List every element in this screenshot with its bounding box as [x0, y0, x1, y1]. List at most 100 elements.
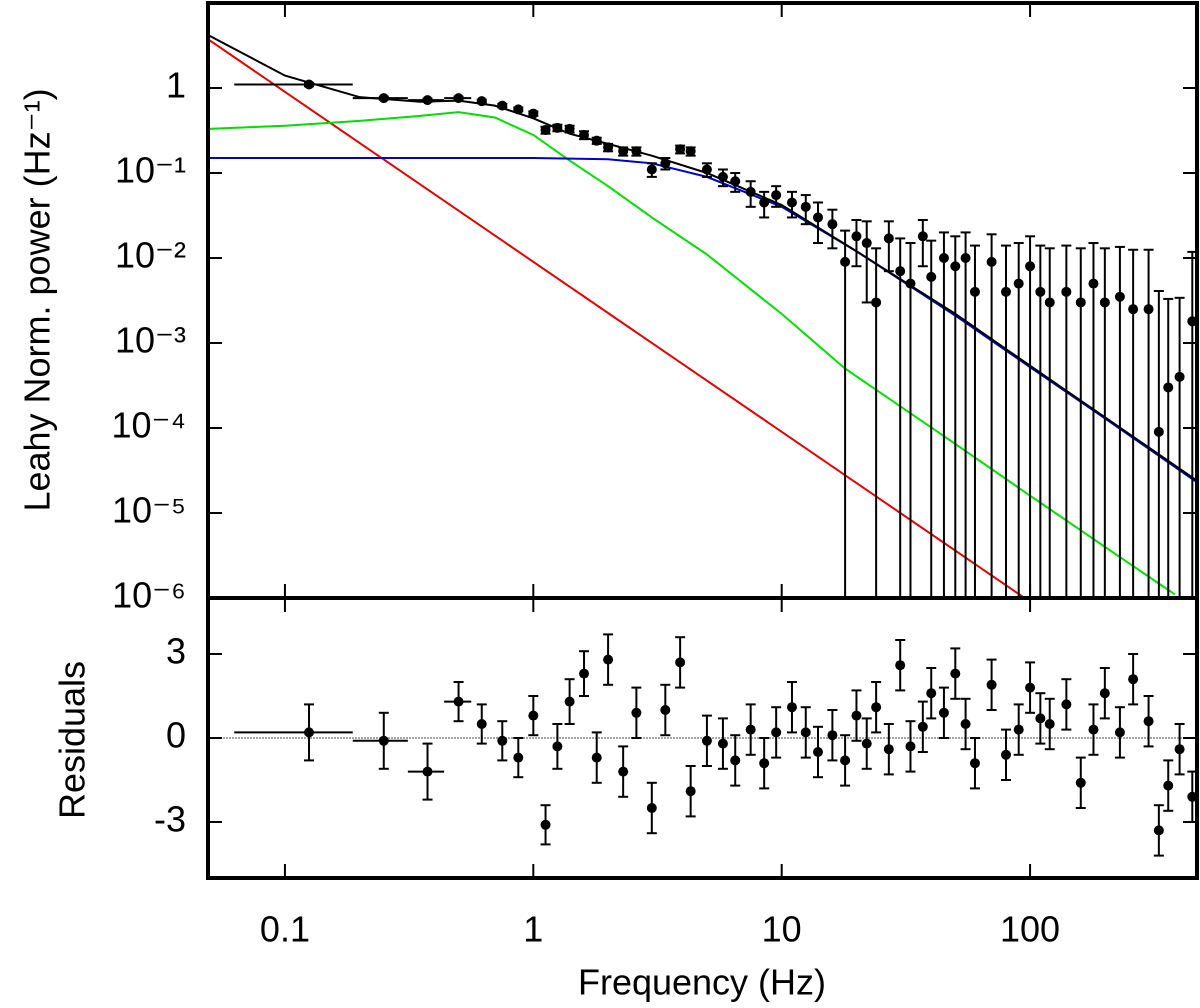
data-point [1088, 278, 1099, 289]
data-point [591, 752, 602, 763]
data-point [759, 758, 770, 769]
data-point [1163, 382, 1174, 393]
data-point [701, 164, 712, 175]
data-point [513, 104, 524, 115]
data-point [1044, 719, 1055, 729]
data-point [745, 724, 756, 735]
data-point [1013, 724, 1024, 735]
data-point [1000, 286, 1011, 297]
data-point [552, 741, 563, 752]
data-point [453, 93, 464, 104]
data-point [701, 735, 712, 746]
data-point [759, 197, 770, 208]
x-axis-label: Frequency (Hz) [578, 962, 826, 1003]
data-point [851, 231, 862, 242]
data-point [675, 144, 686, 155]
data-point [540, 125, 551, 136]
data-point [528, 710, 539, 721]
data-point [660, 158, 671, 169]
data-point [950, 261, 961, 272]
data-point [812, 747, 823, 757]
data-point [938, 253, 949, 263]
data-point [800, 201, 811, 212]
data-point [422, 766, 433, 777]
model-line [208, 38, 1026, 598]
model-line [208, 157, 1197, 484]
data-point [950, 668, 961, 679]
data-point [800, 727, 811, 738]
data-point [675, 657, 686, 668]
residual-plot-area [208, 633, 1197, 857]
data-point [1143, 304, 1154, 315]
data-point [717, 738, 728, 749]
data-point [895, 266, 906, 277]
data-point [1174, 744, 1185, 755]
data-point [1044, 297, 1055, 308]
data-point [1174, 371, 1185, 382]
data-point [1075, 777, 1086, 788]
data-point [986, 679, 997, 690]
model-line [208, 111, 1176, 596]
data-point [895, 660, 906, 671]
data-point [840, 755, 851, 766]
data-point [304, 79, 315, 90]
data-point [618, 146, 629, 157]
data-point [917, 721, 928, 732]
data-point [969, 286, 980, 297]
y-tick-label: 3 [166, 631, 186, 672]
data-point [861, 238, 872, 249]
data-point [1114, 291, 1125, 302]
data-point [378, 93, 389, 104]
data-point [717, 171, 728, 182]
data-point [497, 735, 508, 746]
y-tick-label: 10⁻⁴ [111, 405, 186, 446]
data-point [883, 233, 894, 244]
data-point [1163, 780, 1174, 791]
data-point [1187, 791, 1197, 802]
data-point [1035, 713, 1046, 724]
data-point [1061, 699, 1072, 710]
data-point [1013, 278, 1024, 289]
y-tick-label: 1 [166, 65, 186, 106]
x-tick-label: 1 [523, 909, 543, 950]
data-point [1075, 297, 1086, 308]
data-point [1153, 426, 1164, 437]
data-point [871, 702, 882, 713]
data-point [1000, 749, 1011, 760]
y-axis-label: Leahy Norm. power (Hz⁻¹) [17, 88, 58, 511]
data-point [1061, 286, 1072, 297]
data-point [812, 212, 823, 223]
data-point [476, 96, 487, 107]
data-point [631, 146, 642, 157]
data-point [304, 727, 315, 738]
data-point [1153, 825, 1164, 836]
data-point [564, 123, 575, 134]
data-point [851, 710, 862, 721]
y-tick-label: 10⁻⁶ [112, 575, 186, 616]
data-point [840, 256, 851, 267]
data-point [1025, 682, 1036, 693]
data-point [1187, 316, 1197, 327]
data-point [564, 696, 575, 707]
data-point [646, 803, 657, 813]
data-point [861, 738, 872, 749]
data-point [969, 758, 980, 769]
data-point [827, 730, 838, 741]
data-point [422, 95, 433, 106]
data-point [938, 707, 949, 718]
data-point [453, 696, 464, 707]
data-point [905, 741, 916, 752]
data-point [497, 100, 508, 111]
data-point [827, 219, 838, 230]
model-line [208, 34, 1197, 482]
data-point [771, 190, 782, 201]
data-point [1035, 286, 1046, 297]
data-point [1099, 688, 1110, 699]
data-point [618, 766, 629, 777]
top-plot-area [208, 34, 1197, 598]
data-point [905, 278, 916, 289]
data-point [685, 786, 696, 797]
y-tick-label: 10⁻² [115, 235, 186, 276]
axes: 1 10⁻¹ 10⁻² 10⁻³ 10⁻⁴ 10⁻⁵ 10⁻⁶ 0.1 1 10 100 3 0 -3 [111, 1, 1199, 950]
